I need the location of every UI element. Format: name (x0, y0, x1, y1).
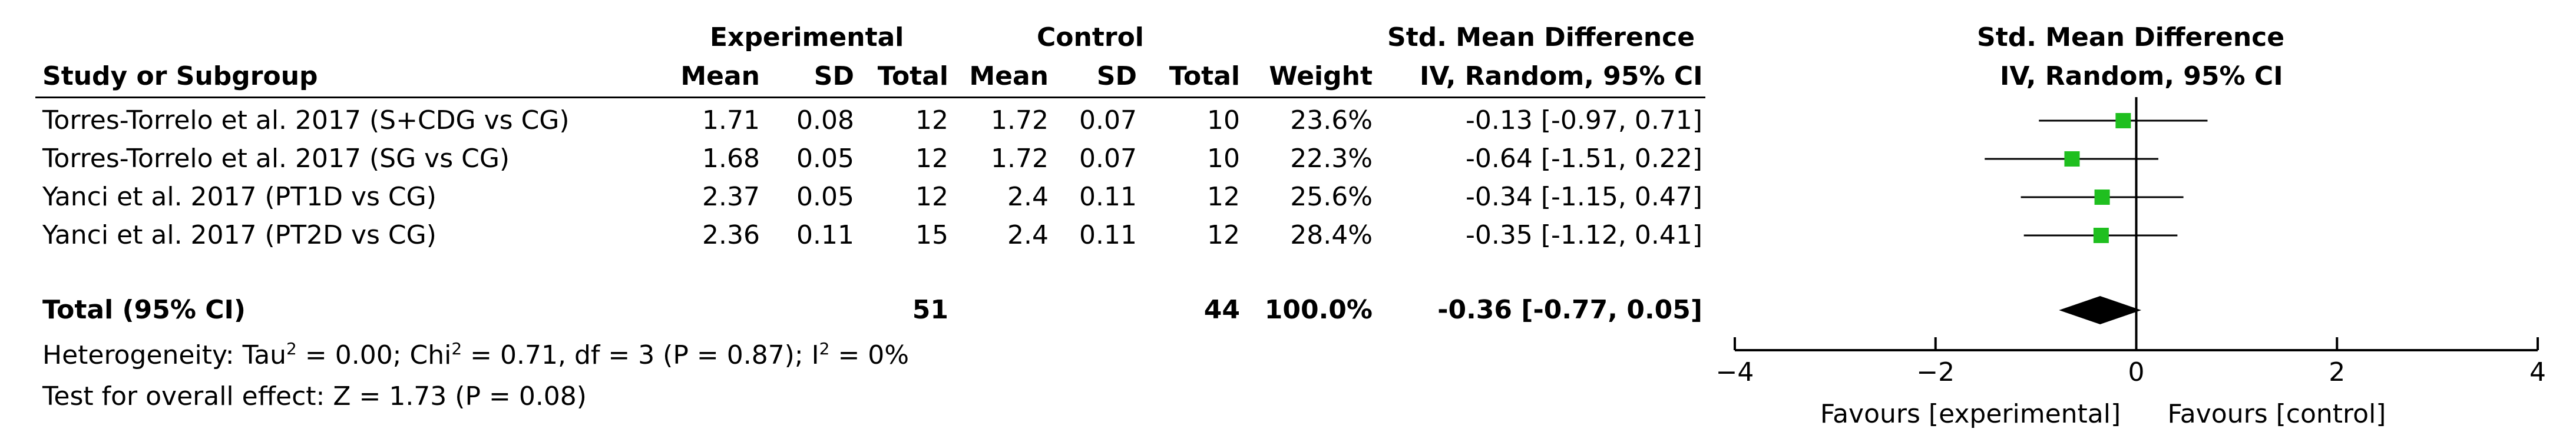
mean-e: 1.71 (702, 105, 760, 135)
weight: 22.3% (1290, 144, 1373, 174)
heterogeneity-text: Heterogeneity: Tau2 = 0.00; Chi2 = 0.71,… (42, 339, 910, 370)
total-e: 12 (915, 144, 948, 174)
header-smd: Std. Mean Difference (1387, 22, 1695, 52)
mean-c: 2.4 (1007, 220, 1049, 250)
effect-ci: -0.35 [-1.12, 0.41] (1466, 220, 1702, 250)
total-e: 15 (915, 220, 948, 250)
favours-experimental-label: Favours [experimental] (1820, 399, 2121, 429)
mean-e: 2.36 (702, 220, 760, 250)
study-marker (2115, 113, 2131, 128)
sd-c: 0.07 (1079, 144, 1137, 174)
col-weight: Weight (1269, 61, 1373, 91)
total-c: 44 (1203, 295, 1240, 325)
favours-control-label: Favours [control] (2167, 399, 2386, 429)
col-sd-c: SD (1096, 61, 1137, 91)
total-label: Total (95% CI) (42, 295, 246, 325)
x-tick-label: 2 (2329, 357, 2345, 387)
plot-col-method: IV, Random, 95% CI (2000, 61, 2283, 91)
mean-c: 1.72 (991, 144, 1049, 174)
total-effect-ci: -0.36 [-0.77, 0.05] (1437, 295, 1702, 325)
mean-e: 1.68 (702, 144, 760, 174)
total-c: 10 (1207, 144, 1240, 174)
col-method: IV, Random, 95% CI (1420, 61, 1703, 91)
x-tick-label: 0 (2128, 357, 2145, 387)
col-study: Study or Subgroup (42, 61, 318, 91)
study-name: Yanci et al. 2017 (PT1D vs CG) (42, 182, 437, 212)
effect-ci: -0.64 [-1.51, 0.22] (1466, 144, 1702, 174)
sd-e: 0.08 (796, 105, 854, 135)
weight: 28.4% (1290, 220, 1373, 250)
sd-c: 0.11 (1079, 220, 1137, 250)
col-total-e: Total (877, 61, 948, 91)
study-name: Torres-Torrelo et al. 2017 (SG vs CG) (42, 144, 510, 174)
total-e: 12 (915, 182, 948, 212)
x-tick-label: −2 (1916, 357, 1955, 387)
header-control: Control (1037, 22, 1144, 52)
mean-e: 2.37 (702, 182, 760, 212)
study-marker (2064, 151, 2080, 167)
study-name: Yanci et al. 2017 (PT2D vs CG) (42, 220, 437, 250)
study-name: Torres-Torrelo et al. 2017 (S+CDG vs CG) (42, 105, 570, 135)
mean-c: 2.4 (1007, 182, 1049, 212)
total-weight: 100.0% (1264, 295, 1373, 325)
mean-c: 1.72 (991, 105, 1049, 135)
effect-ci: -0.34 [-1.15, 0.47] (1466, 182, 1702, 212)
effect-ci: -0.13 [-0.97, 0.71] (1466, 105, 1702, 135)
plot-header-smd: Std. Mean Difference (1977, 22, 2285, 52)
study-marker (2094, 190, 2110, 205)
pooled-diamond (2059, 296, 2142, 324)
x-tick-label: −4 (1716, 357, 1754, 387)
sd-e: 0.11 (796, 220, 854, 250)
weight: 25.6% (1290, 182, 1373, 212)
sd-e: 0.05 (796, 182, 854, 212)
total-e: 12 (915, 105, 948, 135)
col-mean-e: Mean (680, 61, 760, 91)
study-marker (2093, 228, 2109, 243)
header-divider (35, 97, 1705, 98)
col-sd-e: SD (814, 61, 854, 91)
col-total-c: Total (1169, 61, 1240, 91)
header-experimental: Experimental (710, 22, 904, 52)
weight: 23.6% (1290, 105, 1373, 135)
sd-e: 0.05 (796, 144, 854, 174)
sd-c: 0.11 (1079, 182, 1137, 212)
x-tick-label: 4 (2529, 357, 2546, 387)
total-c: 10 (1207, 105, 1240, 135)
total-c: 12 (1207, 182, 1240, 212)
total-c: 12 (1207, 220, 1240, 250)
total-e: 51 (912, 295, 948, 325)
sd-c: 0.07 (1079, 105, 1137, 135)
overall-effect-text: Test for overall effect: Z = 1.73 (P = 0… (42, 381, 587, 411)
col-mean-c: Mean (969, 61, 1049, 91)
